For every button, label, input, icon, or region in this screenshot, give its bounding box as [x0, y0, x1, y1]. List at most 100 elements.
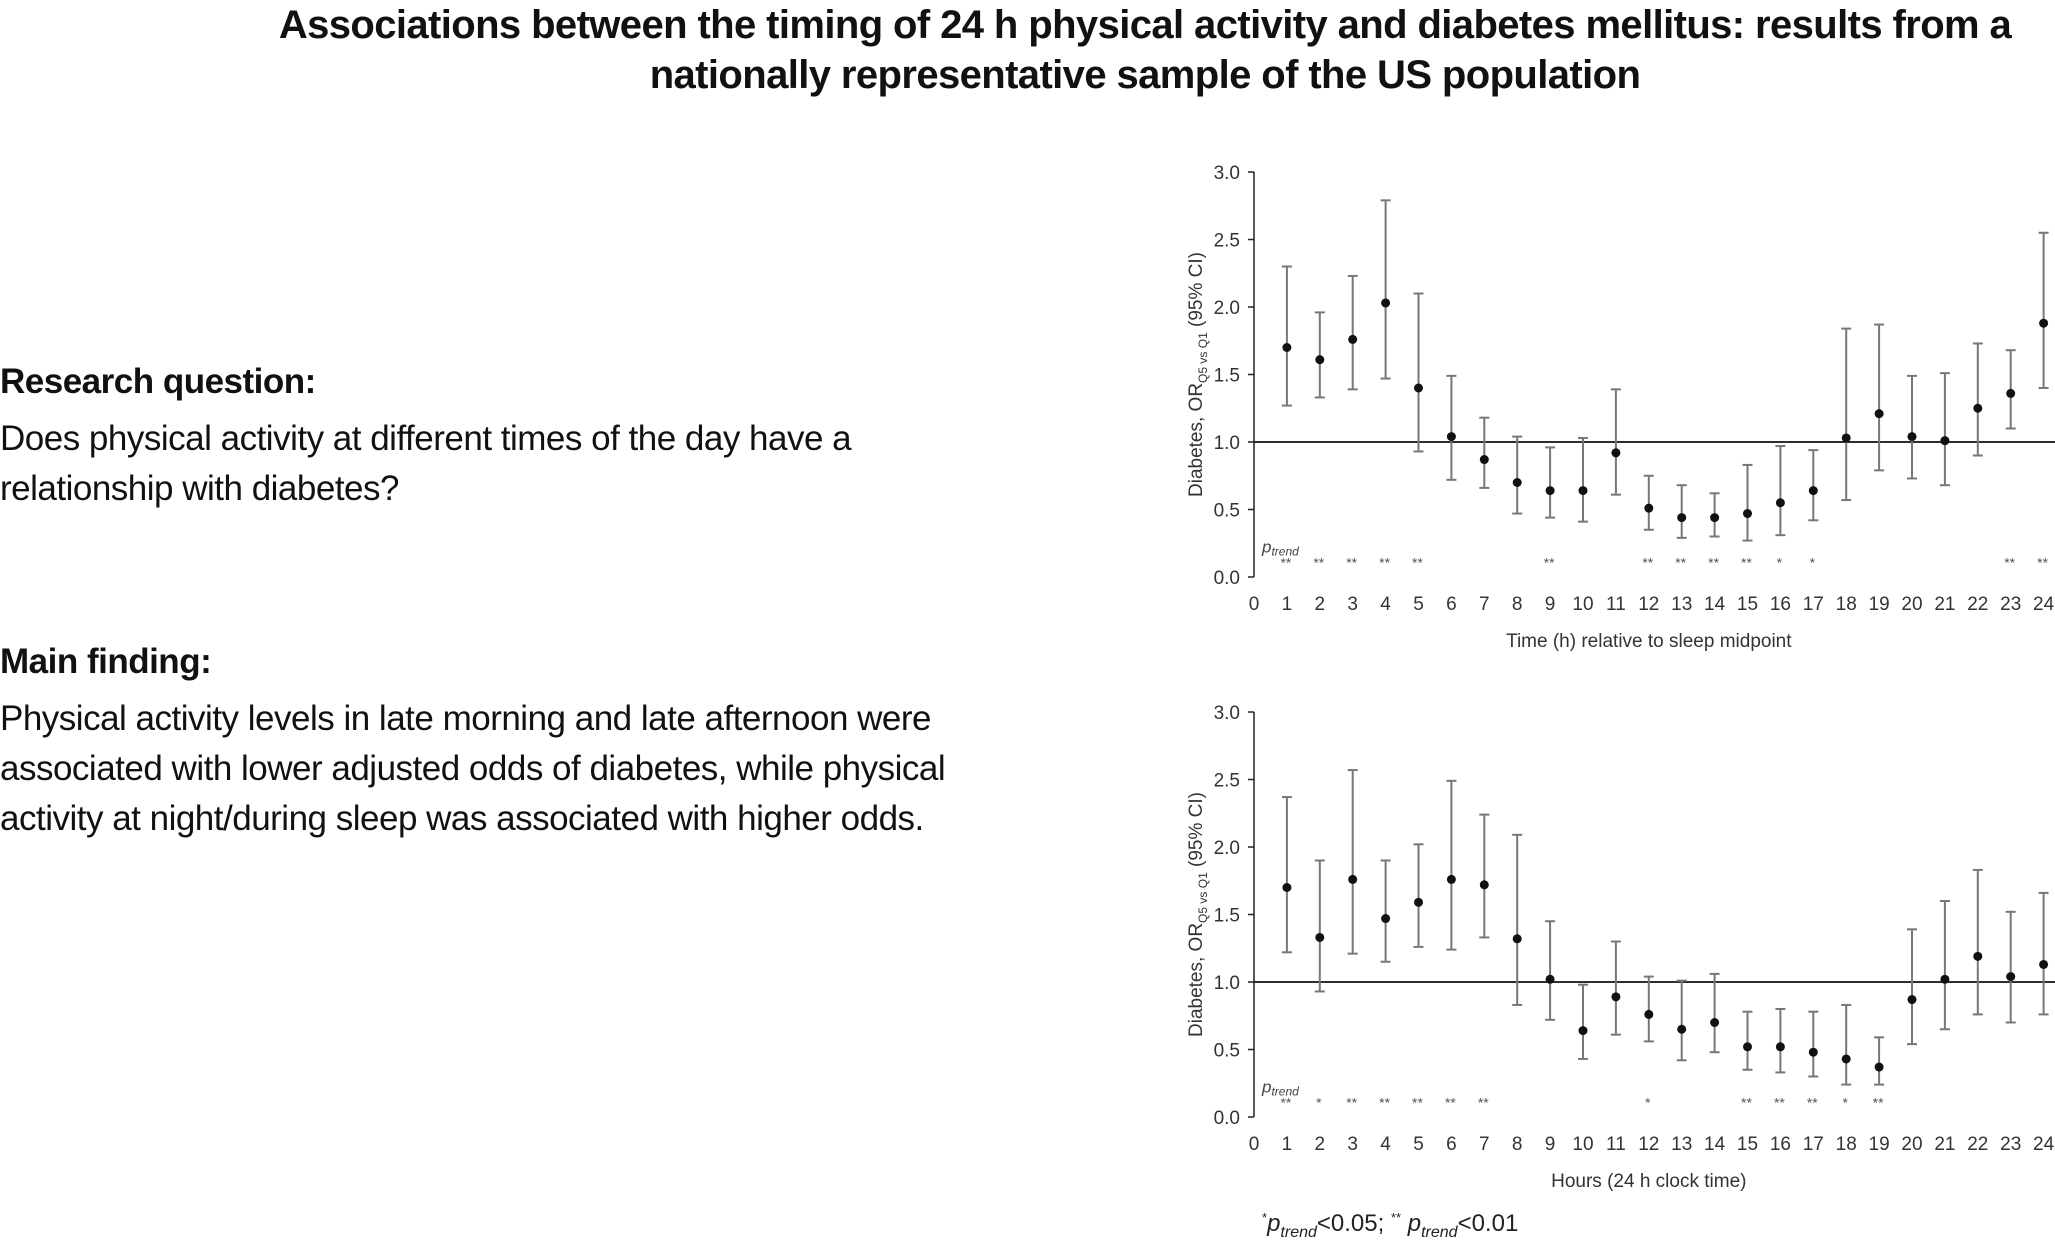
- odds-ratio-point: [1743, 509, 1752, 519]
- data-point-group: **: [1642, 474, 1654, 571]
- x-tick-label: 4: [1380, 1134, 1391, 1155]
- odds-ratio-point: [1874, 409, 1884, 419]
- significance-marker: **: [1280, 555, 1291, 571]
- y-tick-label: 2.0: [1214, 298, 1240, 319]
- research-question-text: Does physical activity at different time…: [0, 419, 852, 508]
- odds-ratio-point: [1315, 932, 1325, 942]
- odds-ratio-point: [1775, 1042, 1785, 1052]
- data-point-group: **: [1280, 265, 1292, 571]
- data-point-group: [1512, 833, 1523, 1006]
- odds-ratio-point: [1808, 1047, 1818, 1057]
- odds-ratio-point: [2006, 388, 2016, 398]
- significance-marker: **: [1741, 1095, 1752, 1111]
- ptrend-p: p: [1261, 538, 1271, 557]
- data-point-group: *: [1775, 445, 1786, 571]
- chart-clock-time-svg: 0.00.51.01.52.02.53.00 1 2 3 4 5 6 7 8 9 10 11 12 13 1…: [1186, 703, 2055, 1192]
- ptrend-p: p: [1261, 1078, 1271, 1097]
- x-tick-label: 15: [1737, 594, 1758, 615]
- data-point-group: [1610, 940, 1621, 1036]
- odds-ratio-point: [1512, 934, 1522, 944]
- main-finding-text: Physical activity levels in late morning…: [0, 699, 946, 838]
- x-tick-label: 23: [2000, 1134, 2021, 1155]
- data-point-group: **: [1873, 1036, 1885, 1111]
- significance-marker: **: [1807, 1095, 1818, 1111]
- y-axis-label-main: Diabetes, OR: [1186, 923, 1207, 1037]
- data-point-group: [1939, 900, 1950, 1031]
- x-axis-label: Hours (24 h clock time): [1551, 1171, 1746, 1192]
- x-tick-label: 12: [1638, 1134, 1659, 1155]
- chart-sleep-midpoint-svg: 0.00.51.01.52.02.53.00 1 2 3 4 5 6 7 8 9 10 11 12 13 1…: [1186, 163, 2055, 652]
- odds-ratio-point: [1611, 992, 1621, 1002]
- data-point-group: [1610, 388, 1621, 496]
- significance-marker: **: [2004, 555, 2015, 571]
- data-point-group: **: [1544, 446, 1556, 571]
- x-tick-label: 21: [1934, 594, 1955, 615]
- title-line-1: Associations between the timing of 24 h …: [278, 3, 2012, 47]
- odds-ratio-point: [1973, 951, 1983, 961]
- x-tick-label: 0: [1249, 1134, 1260, 1155]
- y-tick-label: 1.5: [1214, 906, 1240, 927]
- y-axis-label-sub: Q5 vs Q1: [1196, 872, 1210, 923]
- y-tick-label: 0.5: [1214, 501, 1240, 522]
- odds-ratio-point: [1710, 1018, 1720, 1027]
- significance-marker: **: [1642, 555, 1653, 571]
- significance-marker: **: [1445, 1095, 1456, 1111]
- data-point-group: **: [1379, 199, 1391, 571]
- odds-ratio-point: [1710, 513, 1720, 523]
- x-tick-label: 3: [1347, 1134, 1358, 1155]
- odds-ratio-point: [1775, 498, 1785, 508]
- footnote-threshold-1: <0.05;: [1316, 1210, 1391, 1237]
- data-point-group: **: [1774, 1008, 1786, 1111]
- x-tick-label: 11: [1606, 1134, 1626, 1155]
- x-tick-label: 18: [1836, 594, 1857, 615]
- odds-ratio-point: [1644, 503, 1654, 513]
- x-tick-label: 14: [1704, 594, 1726, 615]
- x-tick-label: 22: [1967, 594, 1988, 615]
- data-point-group: **: [1478, 813, 1490, 1111]
- data-point-group: **: [1741, 463, 1753, 571]
- x-tick-label: 5: [1413, 594, 1424, 615]
- odds-ratio-point: [1578, 486, 1588, 496]
- research-question-heading: Research question:: [0, 362, 316, 401]
- x-tick-label: 19: [1869, 594, 1890, 615]
- odds-ratio-point: [1841, 1054, 1851, 1064]
- main-finding-heading: Main finding:: [0, 642, 212, 681]
- significance-marker: **: [1313, 555, 1324, 571]
- x-tick-label: 21: [1934, 1134, 1955, 1155]
- x-tick-label: 4: [1380, 594, 1391, 615]
- y-tick-label: 3.0: [1214, 703, 1240, 724]
- y-axis-label-tail: (95% CI): [1186, 792, 1207, 872]
- x-tick-label: 24: [2033, 1134, 2055, 1155]
- data-point-group: **: [1445, 779, 1457, 1111]
- x-tick-label: 15: [1737, 1134, 1758, 1155]
- x-tick-label: 0: [1249, 594, 1260, 615]
- odds-ratio-point: [1348, 334, 1358, 344]
- odds-ratio-point: [1545, 974, 1555, 984]
- x-tick-label: 6: [1446, 594, 1457, 615]
- data-point-group: **: [1346, 274, 1358, 571]
- significance-marker: *: [1777, 555, 1783, 571]
- data-point-group: [2005, 910, 2016, 1024]
- footnote-sub-2: trend: [1421, 1223, 1458, 1241]
- odds-ratio-point: [1381, 914, 1391, 924]
- data-point-group: **: [1379, 859, 1391, 1111]
- data-point-group: [1874, 323, 1885, 472]
- significance-marker: **: [1675, 555, 1686, 571]
- odds-ratio-point: [1677, 1024, 1687, 1034]
- odds-ratio-point: [1907, 995, 1917, 1005]
- significance-marker: **: [1774, 1095, 1785, 1111]
- y-tick-label: 2.5: [1214, 771, 1240, 792]
- odds-ratio-point: [1874, 1062, 1884, 1072]
- odds-ratio-point: [1940, 436, 1950, 446]
- odds-ratio-point: [1479, 880, 1489, 890]
- x-tick-label: 12: [1638, 594, 1659, 615]
- odds-ratio-point: [1940, 974, 1950, 984]
- odds-ratio-point: [1808, 486, 1818, 496]
- y-tick-label: 1.0: [1214, 433, 1240, 454]
- significance-marker: **: [1379, 1095, 1390, 1111]
- x-tick-label: 23: [2000, 594, 2021, 615]
- ptrend-label: ptrend: [1261, 1078, 1299, 1099]
- significance-marker: **: [1379, 555, 1390, 571]
- y-axis-label-main: Diabetes, OR: [1186, 383, 1207, 497]
- significance-marker: **: [1478, 1095, 1489, 1111]
